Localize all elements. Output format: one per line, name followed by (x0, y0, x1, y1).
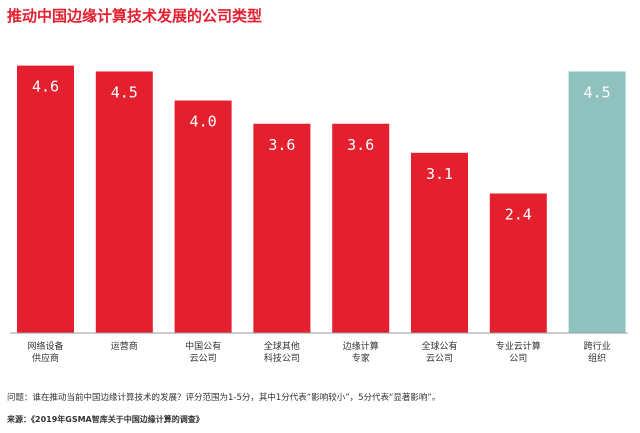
chart-title: 推动中国边缘计算技术发展的公司类型 (7, 7, 263, 25)
category-label-7-line-1: 专业云计算 (496, 340, 541, 352)
category-label-4-line-1: 全球其他 (264, 340, 300, 352)
category-label-2: 运营商 (111, 340, 138, 352)
category-label-4-line-2: 科技公司 (264, 352, 300, 364)
category-label-8-line-1: 跨行业 (584, 340, 611, 352)
bar-value-label-1: 4.6 (32, 78, 59, 96)
bar-8 (568, 71, 626, 333)
category-label-7-line-2: 公司 (509, 353, 527, 364)
bar-2 (95, 71, 153, 333)
bar-6 (411, 152, 468, 333)
bar-value-label-8: 4.5 (584, 83, 611, 101)
bar-4 (253, 123, 311, 333)
bar-7 (489, 193, 547, 333)
bar-value-label-5: 3.6 (347, 136, 374, 154)
survey-question-note: 问题：谁在推动当前中国边缘计算技术的发展？评分范围为1-5分，其中1分代表“影响… (7, 393, 441, 403)
category-label-6-line-2: 云公司 (426, 353, 453, 364)
bars-group: 4.6 4.5 4.0 3.6 3.6 3.1 2.4 4.5 (17, 65, 626, 333)
bar-3 (174, 100, 232, 333)
source-note: 来源：《2019年GSMA智库关于中国边缘计算的调查》 (7, 414, 633, 425)
source-text: 《2019年GSMA智库关于中国边缘计算的调查》 (31, 415, 204, 424)
bar-value-label-3: 4.0 (190, 113, 217, 131)
category-label-6-line-1: 全球公有 (421, 340, 457, 352)
category-label-1-line-2: 供应商 (32, 352, 59, 364)
category-label-5-line-2: 专家 (352, 352, 370, 364)
category-label-1-line-1: 网络设备 (27, 340, 63, 352)
category-label-8-line-2: 组织 (588, 352, 606, 364)
source-label: 来源： (7, 415, 31, 424)
category-label-5-line-1: 边缘计算 (343, 340, 379, 352)
bar-5 (332, 123, 390, 333)
bar-value-label-4: 3.6 (268, 136, 295, 154)
category-label-3-line-1: 中国公有 (185, 340, 221, 352)
bar-value-label-7: 2.4 (505, 206, 532, 224)
category-label-3-line-2: 云公司 (190, 353, 217, 364)
bar-value-label-6: 3.1 (426, 165, 453, 183)
bar-value-label-2: 4.5 (111, 83, 138, 101)
bar-1 (17, 65, 74, 333)
